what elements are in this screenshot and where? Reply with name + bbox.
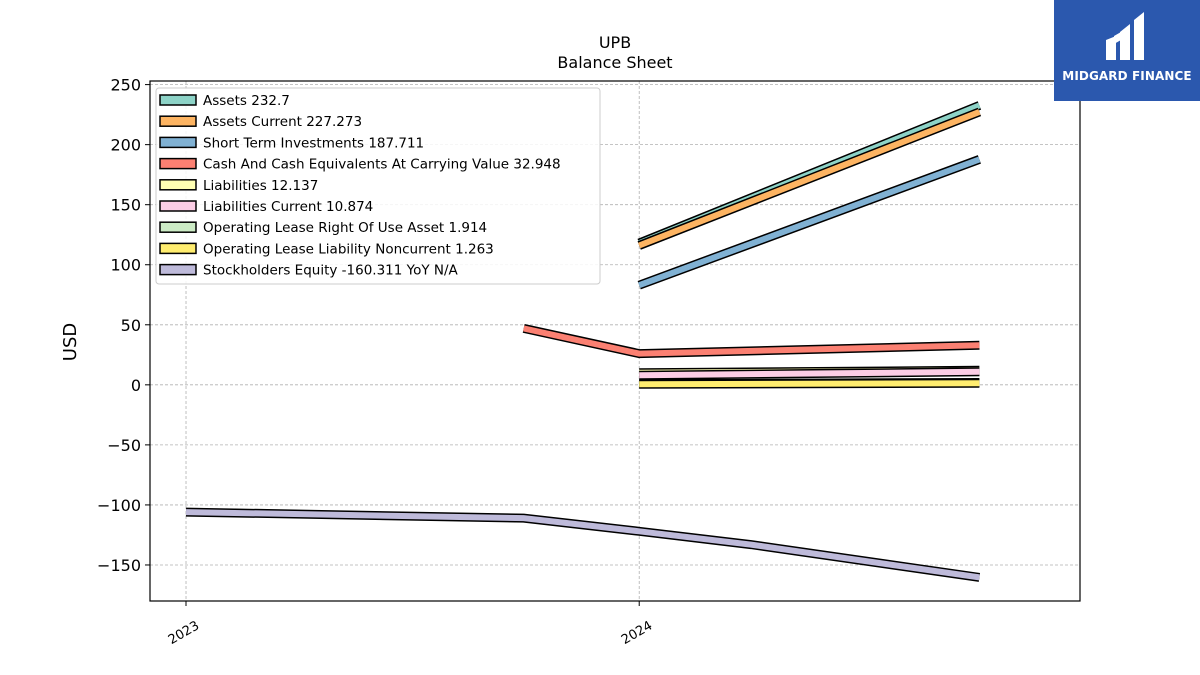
series-line: [638, 109, 981, 249]
y-tick-label: −150: [97, 556, 141, 575]
series-line: [523, 325, 980, 357]
legend-entry: Liabilities 12.137: [203, 178, 318, 194]
legend-swatch: [159, 157, 197, 170]
legend-entry: Operating Lease Liability Noncurrent 1.2…: [203, 241, 494, 257]
legend-swatch: [159, 179, 197, 191]
legend-entry: Short Term Investments 187.711: [203, 135, 424, 151]
x-axis: 2023 2024: [166, 601, 655, 648]
series-line: [638, 156, 981, 289]
legend: Assets 232.7 Assets Current 227.273 Short …: [155, 87, 601, 285]
chart-title: UPB: [599, 33, 631, 52]
legend-entry: Cash And Cash Equivalents At Carrying Va…: [203, 157, 561, 173]
y-tick-label: 100: [110, 256, 141, 275]
y-axis-label: USD: [60, 323, 81, 361]
y-tick-label: 50: [121, 316, 141, 335]
legend-entry: Assets Current 227.273: [203, 114, 362, 130]
chart-subtitle: Balance Sheet: [557, 53, 672, 72]
legend-entry: Stockholders Equity -160.311 YoY N/A: [203, 263, 459, 279]
series-line: [185, 509, 980, 581]
legend-swatch: [159, 221, 197, 233]
series-line: [639, 380, 980, 388]
y-tick-label: 250: [110, 76, 141, 95]
legend-entry: Operating Lease Right Of Use Asset 1.914: [203, 220, 487, 236]
legend-swatch: [159, 263, 197, 276]
y-tick-label: 200: [110, 136, 141, 155]
legend-swatch: [159, 200, 197, 212]
legend-swatch: [159, 242, 197, 255]
plot-frame: [149, 80, 1081, 602]
legend-box: [155, 87, 601, 285]
brand-name: MIDGARD FINANCE: [1062, 69, 1192, 83]
y-axis: 250 200 150 100 50 0 −50 −100 −150: [97, 76, 150, 575]
legend-swatch: [159, 136, 197, 149]
brand-mark-icon: [1106, 12, 1144, 60]
legend-swatch: [159, 94, 197, 106]
y-tick-label: 150: [110, 196, 141, 215]
brand-logo: MIDGARD FINANCE: [1054, 0, 1200, 101]
y-tick-label: −50: [107, 436, 141, 455]
series-line: [639, 368, 980, 379]
x-tick-label: 2023: [166, 618, 202, 648]
legend-entry: Liabilities Current 10.874: [203, 199, 373, 215]
y-tick-label: −100: [97, 496, 141, 515]
y-tick-label: 0: [131, 376, 141, 395]
x-tick-label: 2024: [619, 618, 655, 648]
legend-entry: Assets 232.7: [203, 93, 290, 109]
legend-swatch: [159, 115, 197, 127]
series-lines: [185, 101, 982, 582]
